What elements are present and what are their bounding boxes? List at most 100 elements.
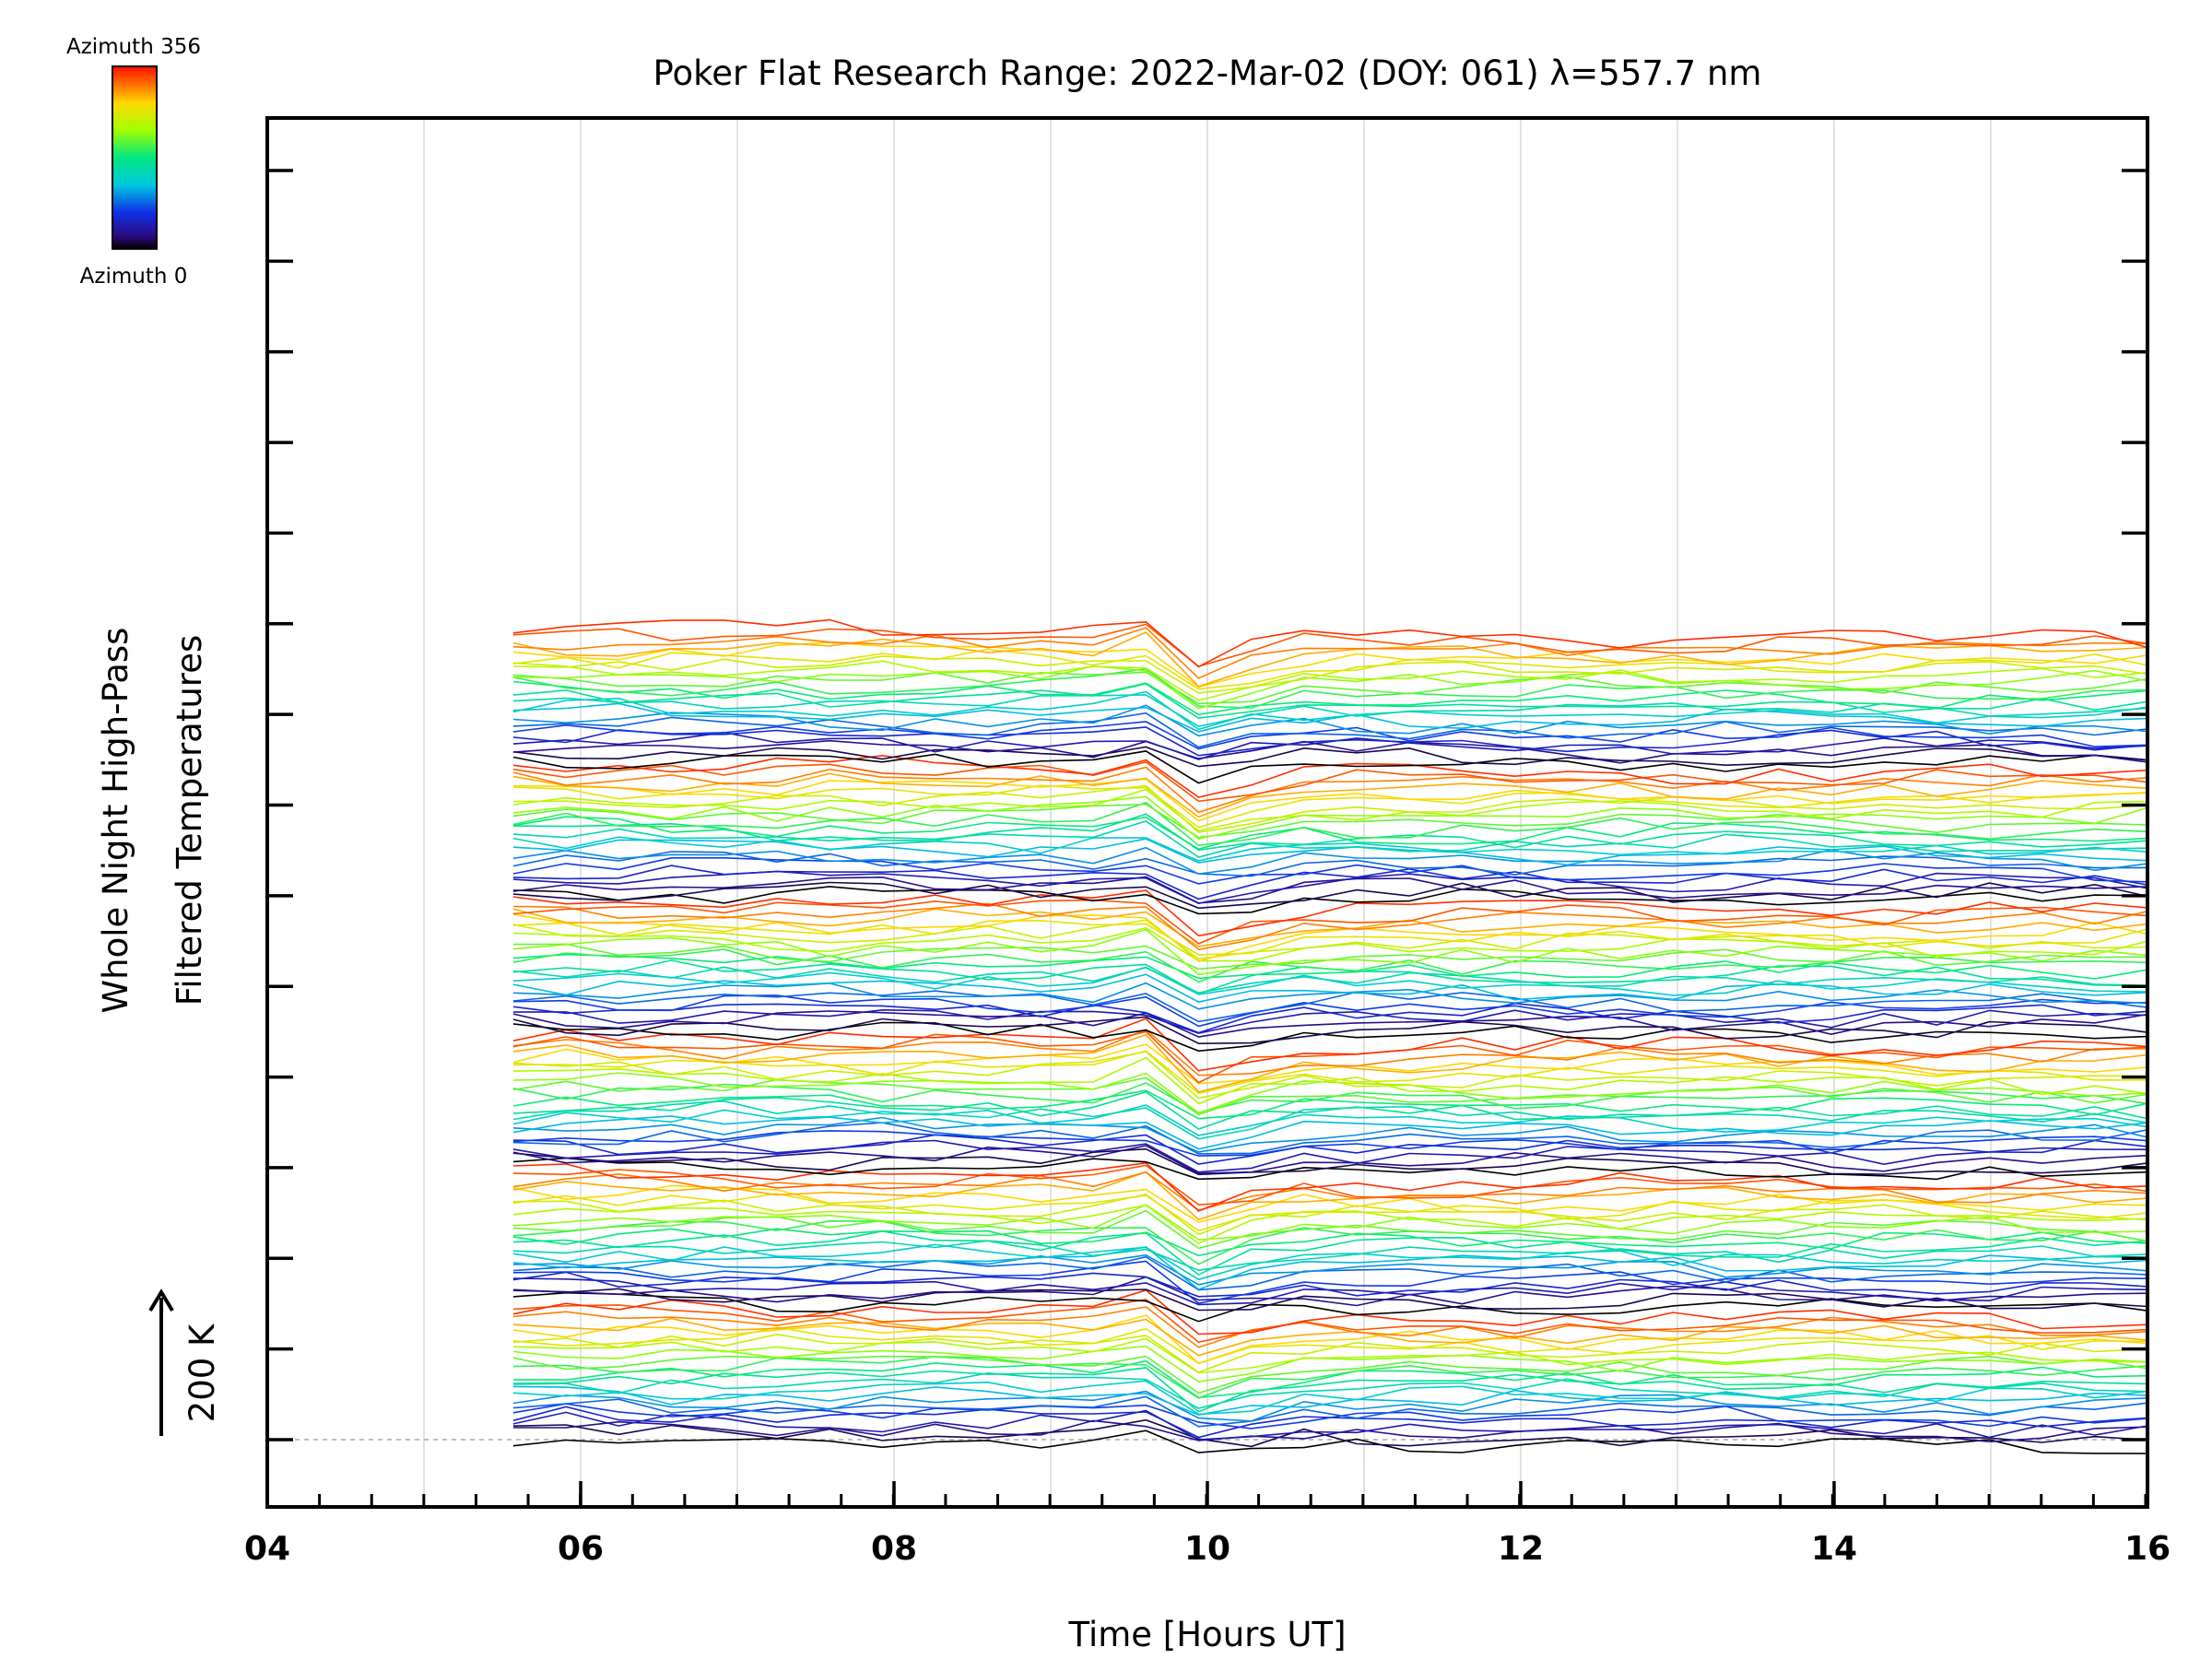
arrow-up-icon [148,1288,174,1312]
series-line [512,1306,2147,1348]
series-line [512,1317,2147,1357]
series-line [512,1050,2147,1095]
series-line [512,1016,2147,1045]
series-line [512,899,2147,945]
series-line [512,766,2147,814]
series-line [512,1139,2147,1173]
series-line [512,1043,2147,1085]
series-line [512,1193,2147,1236]
series-line [512,648,2147,690]
series-line [512,1230,2147,1277]
series-line [512,953,2147,980]
series-line [512,919,2147,960]
series-line [512,1082,2147,1114]
chart-title: Poker Flat Research Range: 2022-Mar-02 (… [653,53,1762,93]
series-line [512,1419,2147,1443]
series-line [512,886,2147,915]
series-line [512,1002,2147,1034]
series-line [512,1299,2147,1344]
series-line [512,1390,2147,1422]
series-line [512,623,2147,667]
series-line [512,721,2147,750]
series-line [512,1367,2147,1413]
series-line [512,1333,2147,1373]
series-line [512,694,2147,727]
series-line [512,631,2147,688]
series-line [512,772,2147,818]
series-line [512,1161,2147,1212]
series-line [512,1246,2147,1290]
series-line [512,690,2147,731]
series-line [512,982,2147,1010]
series-line [512,683,2147,720]
series-line [512,1240,2147,1272]
series-line [512,1291,2147,1323]
series-line [512,726,2147,757]
series-lines [512,618,2147,1454]
series-line [512,1314,2147,1365]
x-tick-label: 06 [558,1530,604,1568]
series-line [512,641,2147,688]
series-line [512,1171,2147,1221]
legend-colorbar [112,65,158,250]
series-line [512,1288,2147,1312]
series-line [512,1122,2147,1155]
series-line [512,1228,2147,1257]
series-line [512,1288,2147,1335]
series-line [512,865,2147,900]
series-line [512,836,2147,862]
series-line [512,1157,2147,1181]
series-line [512,1134,2147,1165]
series-line [512,1345,2147,1383]
series-line [512,1100,2147,1140]
series-line [512,902,2147,951]
series-line [512,990,2147,1023]
series-line [512,1018,2147,1072]
series-line [512,846,2147,876]
series-line [512,665,2147,710]
series-line [512,1385,2147,1417]
axis-ticks: 04 06 08 10 12 14 16 [244,169,2171,1568]
series-line [512,1337,2147,1374]
series-line [512,1147,2147,1176]
series-line [512,881,2147,910]
series-line [512,1243,2147,1281]
series-line [512,1219,2147,1265]
series-line [512,795,2147,841]
series-line [512,801,2147,847]
x-tick-label: 08 [871,1530,917,1568]
series-line [512,1130,2147,1157]
series-line [512,959,2147,995]
series-line [512,750,2147,784]
series-line [512,1271,2147,1298]
series-line [512,908,2147,947]
series-line [512,1089,2147,1120]
series-line [512,784,2147,834]
series-line [512,618,2147,668]
series-line [512,712,2147,748]
y-axis-title-line1: Whole Night High-Pass [96,628,135,1014]
series-line [512,1051,2147,1100]
x-tick-label: 14 [1811,1530,1857,1568]
series-line [512,803,2147,839]
series-line [512,702,2147,733]
series-line [512,876,2147,904]
series-line [512,1409,2147,1441]
series-line [512,1253,2147,1286]
series-line [512,913,2147,962]
x-tick-label: 12 [1498,1530,1544,1568]
series-line [512,820,2147,858]
series-line [512,667,2147,710]
series-line [512,1104,2147,1136]
series-line [512,660,2147,701]
legend-bottom-label: Azimuth 0 [80,265,188,288]
series-line [512,1260,2147,1304]
series-line [512,746,2147,768]
series-line [512,1116,2147,1153]
series-line [512,973,2147,1003]
y-axis-title-line2: Filtered Temperatures [170,635,209,1006]
series-line [512,739,2147,764]
legend-top-label: Azimuth 356 [66,35,201,59]
color-legend: Azimuth 356 Azimuth 0 [66,35,201,288]
